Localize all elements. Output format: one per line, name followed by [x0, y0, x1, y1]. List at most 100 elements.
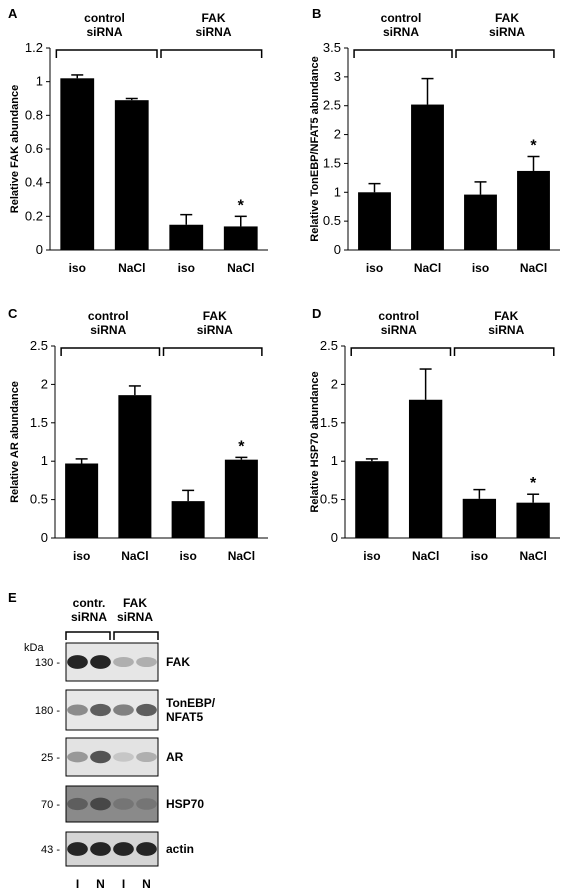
x-tick-label: iso [178, 261, 195, 275]
blot-row-actin: 43 - actin [41, 831, 194, 867]
group-bracket [55, 49, 158, 58]
chart-panel-c: C 0 0.5 1 1.5 2 2.5 Relative AR abundance iso NaC… [8, 306, 268, 563]
bar-nacl [118, 395, 152, 538]
y-tick-label: 0.5 [30, 492, 48, 507]
blot-band [67, 704, 88, 716]
group-label: FAK [494, 309, 518, 323]
significance-marker: * [530, 138, 537, 155]
bar-nacl [408, 399, 443, 538]
y-tick-label: 0.8 [25, 107, 43, 122]
lane-label: I [76, 877, 79, 891]
group-label: control [381, 11, 422, 25]
bar-iso [169, 224, 204, 250]
lane-label: N [96, 877, 105, 891]
x-tick-label: iso [179, 549, 196, 563]
x-tick-label: NaCl [228, 549, 255, 563]
group-label: FAK [203, 309, 227, 323]
x-tick-label: iso [472, 261, 489, 275]
blot-band [113, 656, 134, 668]
blot-band [67, 751, 88, 763]
bar-nacl [224, 459, 258, 538]
blot-protein-label: HSP70 [166, 797, 204, 811]
y-tick-label: 1.5 [323, 155, 341, 170]
y-tick-label: 2.5 [320, 338, 338, 353]
kda-label: kDa [24, 642, 44, 654]
group-bracket [453, 347, 555, 356]
bar-nacl [114, 100, 149, 250]
blot-band [113, 798, 134, 810]
molecular-weight-marker: 180 - [35, 705, 60, 717]
y-tick-label: 0.4 [25, 175, 43, 190]
panel-letter: D [312, 306, 321, 321]
bar-iso [462, 498, 497, 538]
bar-iso [60, 78, 95, 250]
bar-iso [358, 192, 391, 250]
blot-group-label: contr. [73, 596, 106, 610]
blot-band [136, 798, 157, 810]
blot-band [136, 751, 157, 763]
bar-nacl [411, 104, 444, 250]
blot-group-label: siRNA [71, 610, 107, 624]
group-label: siRNA [489, 25, 525, 39]
x-tick-label: NaCl [121, 549, 148, 563]
bar-nacl [517, 170, 550, 250]
blot-band [67, 842, 88, 856]
blot-protein-label: AR [166, 750, 184, 764]
group-label: siRNA [197, 323, 233, 337]
blot-band [136, 656, 157, 668]
x-tick-label: iso [69, 261, 86, 275]
blot-protein-label: FAK [166, 655, 190, 669]
x-tick-label: NaCl [118, 261, 145, 275]
x-tick-label: iso [366, 261, 383, 275]
x-tick-label: NaCl [519, 549, 546, 563]
group-label: control [84, 11, 125, 25]
group-label: siRNA [488, 323, 524, 337]
group-bracket [350, 347, 452, 356]
y-axis-label: Relative HSP70 abundance [309, 371, 321, 512]
blot-group-label: FAK [123, 596, 147, 610]
y-tick-label: 1.5 [30, 415, 48, 430]
group-label: control [378, 309, 419, 323]
blot-row-fak: 130 - FAK [35, 642, 190, 682]
blot-band [67, 797, 88, 811]
blot-protein-label: TonEBP/ [166, 696, 216, 710]
x-tick-label: iso [471, 549, 488, 563]
blot-protein-label: NFAT5 [166, 710, 203, 724]
y-tick-label: 0.6 [25, 141, 43, 156]
y-tick-label: 0.5 [323, 213, 341, 228]
y-tick-label: 0 [334, 242, 341, 257]
molecular-weight-marker: 70 - [41, 799, 60, 811]
blot-bracket [65, 631, 111, 640]
group-bracket [353, 49, 453, 58]
y-tick-label: 0.5 [320, 492, 338, 507]
significance-marker: * [530, 475, 537, 492]
y-tick-label: 0 [41, 530, 48, 545]
blot-band [90, 750, 111, 764]
y-tick-label: 3 [334, 69, 341, 84]
group-bracket [60, 347, 161, 356]
x-tick-label: NaCl [520, 261, 547, 275]
blot-bracket [113, 631, 159, 640]
group-label: siRNA [90, 323, 126, 337]
y-tick-label: 0.2 [25, 208, 43, 223]
blot-band [113, 842, 134, 856]
blot-band [90, 842, 111, 856]
y-tick-label: 2.5 [30, 338, 48, 353]
y-tick-label: 1 [41, 453, 48, 468]
chart-panel-a: A 0 0.2 0.4 0.6 0.8 1 1.2 Relative FAK abundance… [8, 6, 268, 275]
blot-group-label: siRNA [117, 610, 153, 624]
group-bracket [162, 347, 263, 356]
molecular-weight-marker: 43 - [41, 844, 60, 856]
blot-band [90, 655, 111, 669]
y-axis-label: Relative TonEBP/NFAT5 abundance [309, 56, 321, 241]
blot-band [136, 703, 157, 717]
bar-iso [65, 463, 99, 538]
panel-letter: E [8, 590, 17, 605]
blot-band [90, 703, 111, 717]
y-tick-label: 0 [36, 242, 43, 257]
group-label: siRNA [195, 25, 231, 39]
blot-protein-label: actin [166, 842, 194, 856]
group-label: FAK [202, 11, 226, 25]
